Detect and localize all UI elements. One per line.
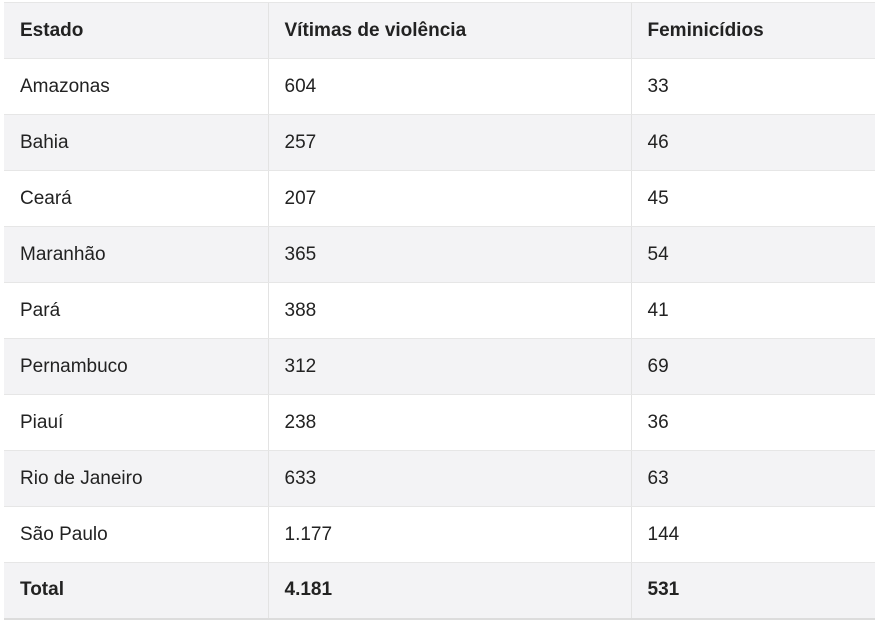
cell-vitimas: 312 xyxy=(267,338,631,395)
total-feminicidios: 531 xyxy=(630,562,875,620)
cell-feminicidios: 33 xyxy=(630,58,875,115)
cell-vitimas: 633 xyxy=(267,450,631,507)
cell-estado: Ceará xyxy=(4,170,268,227)
cell-feminicidios: 69 xyxy=(630,338,875,395)
table-row: Pará 388 41 xyxy=(4,282,875,339)
cell-vitimas: 388 xyxy=(267,282,631,339)
violence-data-table: Estado Vítimas de violência Feminicídios… xyxy=(4,2,875,620)
cell-estado: Maranhão xyxy=(4,226,268,283)
cell-feminicidios: 36 xyxy=(630,394,875,451)
table-total-row: Total 4.181 531 xyxy=(4,562,875,620)
cell-estado: Pará xyxy=(4,282,268,339)
cell-feminicidios: 54 xyxy=(630,226,875,283)
cell-vitimas: 1.177 xyxy=(267,506,631,563)
cell-estado: São Paulo xyxy=(4,506,268,563)
table-row: Bahia 257 46 xyxy=(4,114,875,171)
table-row: Piauí 238 36 xyxy=(4,394,875,451)
header-estado: Estado xyxy=(4,2,268,59)
header-feminicidios: Feminicídios xyxy=(630,2,875,59)
cell-vitimas: 365 xyxy=(267,226,631,283)
cell-vitimas: 257 xyxy=(267,114,631,171)
table-row: Pernambuco 312 69 xyxy=(4,338,875,395)
table-row: Amazonas 604 33 xyxy=(4,58,875,115)
cell-estado: Piauí xyxy=(4,394,268,451)
cell-estado: Amazonas xyxy=(4,58,268,115)
cell-estado: Pernambuco xyxy=(4,338,268,395)
header-vitimas: Vítimas de violência xyxy=(267,2,631,59)
table-row: São Paulo 1.177 144 xyxy=(4,506,875,563)
cell-vitimas: 604 xyxy=(267,58,631,115)
table-row: Ceará 207 45 xyxy=(4,170,875,227)
cell-vitimas: 207 xyxy=(267,170,631,227)
cell-feminicidios: 41 xyxy=(630,282,875,339)
cell-feminicidios: 144 xyxy=(630,506,875,563)
cell-feminicidios: 45 xyxy=(630,170,875,227)
cell-estado: Rio de Janeiro xyxy=(4,450,268,507)
cell-vitimas: 238 xyxy=(267,394,631,451)
cell-feminicidios: 46 xyxy=(630,114,875,171)
total-label: Total xyxy=(4,562,268,620)
table-row: Maranhão 365 54 xyxy=(4,226,875,283)
table-row: Rio de Janeiro 633 63 xyxy=(4,450,875,507)
cell-feminicidios: 63 xyxy=(630,450,875,507)
cell-estado: Bahia xyxy=(4,114,268,171)
table-header-row: Estado Vítimas de violência Feminicídios xyxy=(4,2,875,59)
total-vitimas: 4.181 xyxy=(267,562,631,620)
data-table-container: Estado Vítimas de violência Feminicídios… xyxy=(4,2,875,620)
